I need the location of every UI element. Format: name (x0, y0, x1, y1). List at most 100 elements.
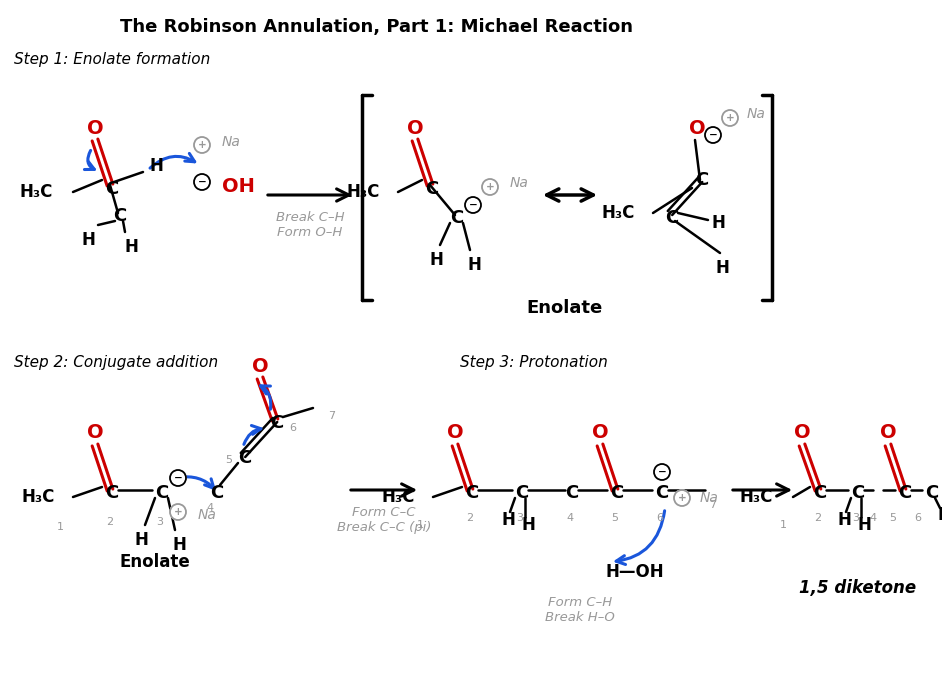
Text: H: H (172, 536, 186, 554)
Text: C: C (450, 209, 463, 227)
Text: 4: 4 (869, 513, 877, 523)
Text: 1: 1 (779, 520, 787, 530)
Text: H: H (937, 506, 942, 524)
Text: 6: 6 (289, 423, 297, 433)
Text: C: C (665, 209, 678, 227)
Text: C: C (155, 484, 169, 502)
Text: Form C–H
Break H–O: Form C–H Break H–O (545, 596, 615, 624)
Text: 5: 5 (611, 513, 619, 523)
Text: H: H (521, 516, 535, 534)
Text: Step 1: Enolate formation: Step 1: Enolate formation (14, 52, 210, 67)
Text: O: O (87, 119, 104, 138)
Text: 3: 3 (516, 513, 524, 523)
Text: +: + (677, 493, 687, 503)
Text: C: C (210, 484, 223, 502)
Text: C: C (565, 484, 578, 502)
Text: H: H (149, 157, 163, 175)
Text: 5: 5 (225, 455, 233, 465)
Text: Na: Na (198, 508, 217, 522)
Text: Step 3: Protonation: Step 3: Protonation (460, 355, 608, 370)
Text: C: C (656, 484, 669, 502)
Text: H: H (124, 238, 138, 256)
Text: H: H (134, 531, 148, 549)
Text: −: − (708, 130, 718, 140)
Text: C: C (426, 180, 439, 198)
Text: The Robinson Annulation, Part 1: Michael Reaction: The Robinson Annulation, Part 1: Michael… (120, 18, 633, 36)
Text: C: C (113, 207, 126, 225)
Text: Form C–C
Break C–C (pi): Form C–C Break C–C (pi) (337, 506, 431, 534)
Text: O: O (880, 424, 896, 443)
Text: H₃C: H₃C (382, 488, 415, 506)
Text: H: H (467, 256, 481, 274)
Text: C: C (515, 484, 528, 502)
Text: H₃C: H₃C (739, 488, 773, 506)
Text: 1,5 diketone: 1,5 diketone (800, 579, 917, 597)
Circle shape (194, 174, 210, 190)
Circle shape (705, 127, 721, 143)
Circle shape (170, 470, 186, 486)
Text: OH: OH (222, 178, 255, 197)
Text: O: O (407, 119, 423, 138)
Text: Enolate: Enolate (527, 299, 603, 317)
Text: 5: 5 (889, 513, 897, 523)
Text: H: H (715, 259, 729, 277)
Text: H: H (857, 516, 871, 534)
Text: 7: 7 (329, 411, 335, 421)
Circle shape (654, 464, 670, 480)
Text: +: + (725, 113, 735, 123)
Text: Step 2: Conjugate addition: Step 2: Conjugate addition (14, 355, 219, 370)
Text: C: C (695, 171, 708, 189)
Text: C: C (610, 484, 624, 502)
Circle shape (674, 490, 690, 506)
Text: C: C (852, 484, 865, 502)
Text: 6: 6 (915, 513, 921, 523)
Text: C: C (106, 180, 119, 198)
Text: O: O (794, 424, 810, 443)
Text: 2: 2 (466, 513, 474, 523)
Text: 3: 3 (853, 513, 859, 523)
Text: C: C (925, 484, 938, 502)
Text: 2: 2 (815, 513, 821, 523)
Text: C: C (899, 484, 912, 502)
Text: 6: 6 (657, 513, 663, 523)
Text: H₃C: H₃C (20, 183, 53, 201)
Text: H: H (81, 231, 95, 249)
Text: 1: 1 (57, 522, 63, 532)
Text: +: + (198, 140, 206, 150)
Text: C: C (813, 484, 827, 502)
Text: Break C–H
Form O–H: Break C–H Form O–H (276, 211, 345, 239)
Text: H—OH: H—OH (606, 563, 664, 581)
Text: H₃C: H₃C (347, 183, 380, 201)
Text: 4: 4 (566, 513, 574, 523)
Text: 3: 3 (156, 517, 164, 527)
Text: Na: Na (747, 107, 766, 121)
Circle shape (465, 197, 481, 213)
Text: +: + (173, 507, 183, 517)
Text: +: + (486, 182, 495, 192)
Text: Na: Na (510, 176, 528, 190)
Text: 4: 4 (206, 503, 214, 513)
Text: −: − (658, 467, 666, 477)
Text: 1: 1 (416, 520, 424, 530)
Circle shape (194, 137, 210, 153)
Circle shape (722, 110, 738, 126)
Text: H: H (429, 251, 443, 269)
Text: H: H (711, 214, 725, 232)
Text: O: O (252, 357, 268, 376)
Circle shape (482, 179, 498, 195)
Text: O: O (592, 424, 609, 443)
Text: H₃C: H₃C (602, 204, 635, 222)
Text: −: − (468, 200, 478, 210)
Circle shape (170, 504, 186, 520)
Text: O: O (87, 424, 104, 443)
Text: O: O (447, 424, 463, 443)
Text: Na: Na (222, 135, 241, 149)
Text: C: C (106, 484, 119, 502)
Text: 2: 2 (106, 517, 114, 527)
Text: −: − (198, 177, 206, 187)
Text: O: O (689, 119, 706, 138)
Text: Na: Na (700, 491, 719, 505)
Text: 7: 7 (709, 500, 717, 510)
Text: C: C (238, 449, 252, 467)
Text: H: H (837, 511, 851, 529)
